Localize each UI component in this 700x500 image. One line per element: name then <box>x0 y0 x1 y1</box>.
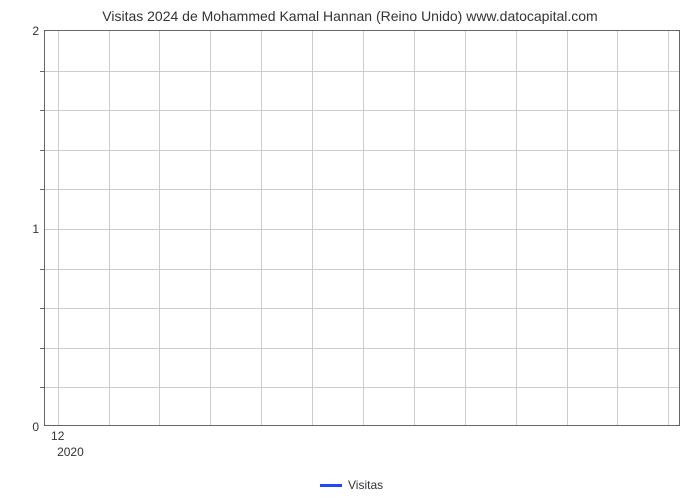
y-gridline-minor <box>45 269 679 270</box>
y-gridline-minor <box>45 189 679 190</box>
legend-label: Visitas <box>348 478 383 492</box>
legend: Visitas <box>320 478 383 492</box>
y-minor-tick <box>40 110 45 111</box>
x-tick-label: 12 <box>51 429 64 443</box>
x-gridline <box>465 31 466 425</box>
x-gridline <box>617 31 618 425</box>
x-gridline <box>58 31 59 425</box>
y-gridline-minor <box>45 387 679 388</box>
x-gridline <box>261 31 262 425</box>
y-tick-label: 1 <box>32 222 39 236</box>
x-gridline <box>668 31 669 425</box>
y-minor-tick <box>40 150 45 151</box>
y-tick-label: 0 <box>32 420 39 434</box>
x-gridline <box>363 31 364 425</box>
x-gridline <box>159 31 160 425</box>
y-minor-tick <box>40 71 45 72</box>
x-gridline <box>414 31 415 425</box>
chart-title: Visitas 2024 de Mohammed Kamal Hannan (R… <box>0 8 700 24</box>
y-gridline-minor <box>45 71 679 72</box>
y-minor-tick <box>40 348 45 349</box>
x-gridline <box>516 31 517 425</box>
y-gridline-minor <box>45 150 679 151</box>
x-gridline <box>109 31 110 425</box>
plot-area: 012122020 <box>44 30 680 426</box>
y-minor-tick <box>40 387 45 388</box>
x-gridline <box>210 31 211 425</box>
x-gridline <box>567 31 568 425</box>
legend-swatch <box>320 484 342 487</box>
y-gridline-minor <box>45 348 679 349</box>
y-minor-tick <box>40 269 45 270</box>
y-minor-tick <box>40 308 45 309</box>
x-sub-label: 2020 <box>57 445 84 459</box>
y-gridline-minor <box>45 308 679 309</box>
y-gridline <box>45 229 679 230</box>
y-gridline-minor <box>45 110 679 111</box>
y-tick-label: 2 <box>32 24 39 38</box>
y-minor-tick <box>40 189 45 190</box>
x-gridline <box>312 31 313 425</box>
